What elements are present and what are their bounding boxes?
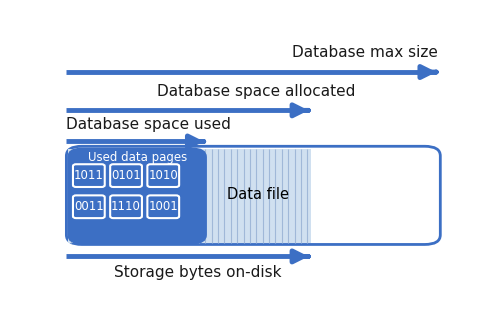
- FancyBboxPatch shape: [73, 164, 104, 187]
- FancyBboxPatch shape: [68, 149, 310, 243]
- Text: 0101: 0101: [111, 169, 141, 182]
- FancyBboxPatch shape: [68, 149, 206, 243]
- Text: 1001: 1001: [148, 200, 178, 213]
- FancyBboxPatch shape: [148, 195, 179, 218]
- Text: Data file: Data file: [227, 187, 289, 202]
- Text: Used data pages: Used data pages: [88, 151, 187, 164]
- Text: Storage bytes on-disk: Storage bytes on-disk: [114, 264, 282, 280]
- Text: Database space used: Database space used: [66, 117, 231, 132]
- Text: 1010: 1010: [148, 169, 178, 182]
- Text: Database max size: Database max size: [292, 45, 438, 60]
- FancyBboxPatch shape: [66, 146, 440, 244]
- FancyBboxPatch shape: [73, 195, 104, 218]
- Text: Database space allocated: Database space allocated: [157, 84, 356, 99]
- FancyBboxPatch shape: [110, 164, 142, 187]
- FancyBboxPatch shape: [148, 164, 179, 187]
- Text: 0011: 0011: [74, 200, 104, 213]
- Text: 1011: 1011: [74, 169, 104, 182]
- FancyBboxPatch shape: [110, 195, 142, 218]
- Text: 1110: 1110: [111, 200, 141, 213]
